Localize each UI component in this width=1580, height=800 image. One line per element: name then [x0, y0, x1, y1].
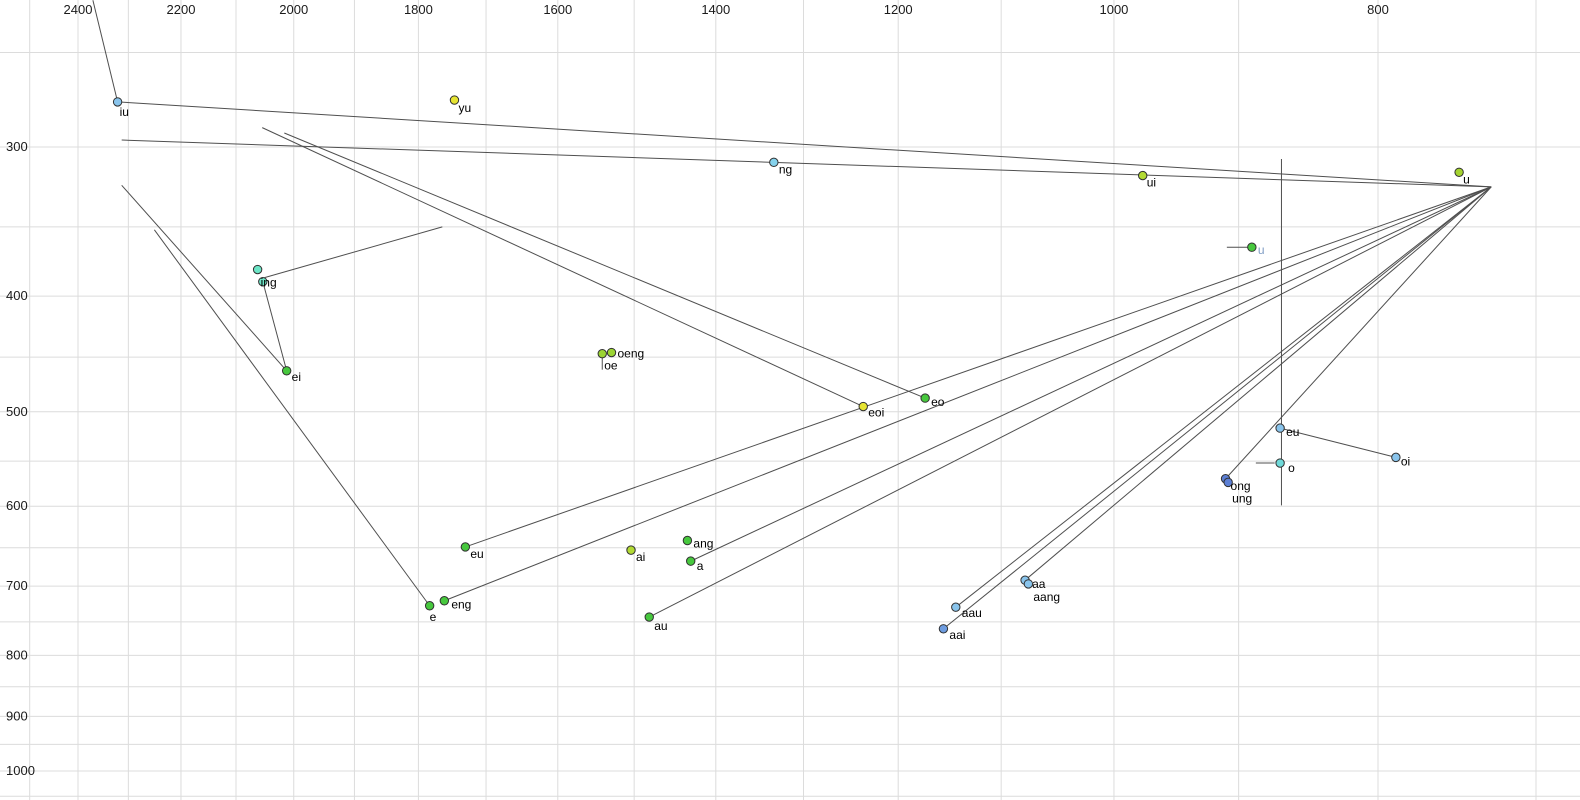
- trajectory-line: [117, 101, 1492, 188]
- trajectory-line: [1279, 427, 1397, 458]
- point-label-eng: eng: [451, 598, 471, 612]
- point-label-ing: ing: [261, 276, 277, 290]
- x-axis-tick-label: 2000: [279, 2, 308, 17]
- x-axis-tick-label: 1600: [543, 2, 572, 17]
- data-point-oe: [597, 348, 607, 359]
- trajectory-line: [444, 186, 1492, 602]
- x-axis-tick-label: 1000: [1099, 2, 1128, 17]
- point-label-aang: aang: [1033, 590, 1060, 604]
- point-label-aai: aai: [949, 628, 965, 642]
- data-point-oeng: [606, 347, 617, 358]
- point-label-ei: ei: [292, 370, 301, 384]
- data-point-o: [1275, 458, 1285, 468]
- trajectory-line: [955, 186, 1492, 608]
- point-label-au: au: [654, 619, 667, 633]
- point-label-ang: ang: [693, 537, 713, 551]
- data-point-eoi: [858, 401, 868, 412]
- point-label-aa: aa: [1032, 577, 1046, 591]
- data-point-a: [686, 556, 696, 566]
- point-label-a: a: [697, 559, 704, 573]
- x-axis-tick-label: 2200: [167, 2, 196, 17]
- data-point-u-mid: [1247, 242, 1257, 252]
- point-label-oeng: oeng: [618, 347, 645, 361]
- trajectory-line: [92, 0, 119, 103]
- data-point-iu: [112, 97, 123, 107]
- point-label-oe: oe: [604, 359, 618, 373]
- data-point-ei: [281, 366, 292, 376]
- data-point-e: [424, 601, 435, 611]
- point-label-iu: iu: [120, 105, 129, 119]
- data-point-aau: [951, 602, 961, 612]
- y-axis-tick-label: 600: [6, 498, 28, 513]
- y-axis-tick-label: 1000: [6, 763, 35, 778]
- trajectory-line: [262, 281, 288, 371]
- data-point-aai: [938, 624, 949, 634]
- trajectory-line: [121, 184, 288, 372]
- trajectory-line: [690, 186, 1492, 562]
- y-axis-tick-label: 300: [6, 139, 28, 154]
- trajectory-line: [284, 132, 926, 399]
- x-axis-tick-label: 1400: [701, 2, 730, 17]
- data-point-aang: [1023, 579, 1034, 589]
- x-axis-tick-label: 1200: [884, 2, 913, 17]
- trajectory-line: [465, 186, 1492, 548]
- data-point-eo: [920, 393, 930, 403]
- point-label-ong: ong: [1231, 479, 1251, 493]
- data-point-ui: [1137, 170, 1148, 181]
- point-label-o: o: [1288, 461, 1295, 475]
- data-point-au: [644, 612, 654, 622]
- point-label-oi: oi: [1401, 454, 1410, 468]
- trajectory-line: [943, 186, 1492, 630]
- point-label-ung: ung: [1232, 491, 1252, 505]
- point-label-eu-back: eu: [1286, 425, 1299, 439]
- point-label-eo: eo: [931, 395, 945, 409]
- y-axis-tick-label: 700: [6, 578, 28, 593]
- trajectory-line: [1225, 186, 1492, 480]
- trajectory-line: [264, 226, 443, 279]
- point-label-ai: ai: [636, 550, 645, 564]
- trajectory-line: [262, 127, 864, 407]
- point-label-aau: aau: [962, 606, 982, 620]
- data-point-ing: [252, 264, 263, 275]
- point-label-u-mid: u: [1258, 243, 1265, 257]
- data-point-eu-back: [1275, 423, 1285, 433]
- y-axis-tick-label: 900: [6, 708, 28, 723]
- point-label-u-top: u: [1463, 172, 1470, 186]
- data-point-eu-front: [460, 542, 471, 552]
- data-point-ung: [1223, 477, 1233, 488]
- y-axis-tick-label: 400: [6, 288, 28, 303]
- point-label-yu: yu: [458, 101, 471, 115]
- data-point-eng: [439, 596, 450, 606]
- point-label-eoi: eoi: [868, 406, 884, 420]
- data-point-yu: [449, 95, 460, 105]
- data-point-ang: [682, 535, 693, 546]
- point-label-ng: ng: [779, 162, 792, 176]
- point-label-e: e: [430, 610, 437, 624]
- x-axis-tick-label: 2400: [64, 2, 93, 17]
- data-point-ing-2: [258, 276, 268, 287]
- y-axis-tick-label: 800: [6, 647, 28, 662]
- data-point-oi: [1391, 452, 1401, 463]
- x-axis-tick-label: 800: [1367, 2, 1389, 17]
- trajectory-line: [649, 186, 1492, 618]
- trajectory-line: [153, 229, 431, 607]
- data-point-ng: [769, 157, 779, 168]
- y-axis-tick-label: 500: [6, 404, 28, 419]
- point-label-eu-front: eu: [470, 547, 483, 561]
- data-point-u-top: [1454, 167, 1464, 177]
- trajectory-line: [1024, 186, 1492, 581]
- x-axis-tick-label: 1800: [404, 2, 433, 17]
- point-label-ui: ui: [1147, 176, 1156, 190]
- data-point-ai: [626, 545, 636, 555]
- trajectory-line: [121, 139, 1492, 188]
